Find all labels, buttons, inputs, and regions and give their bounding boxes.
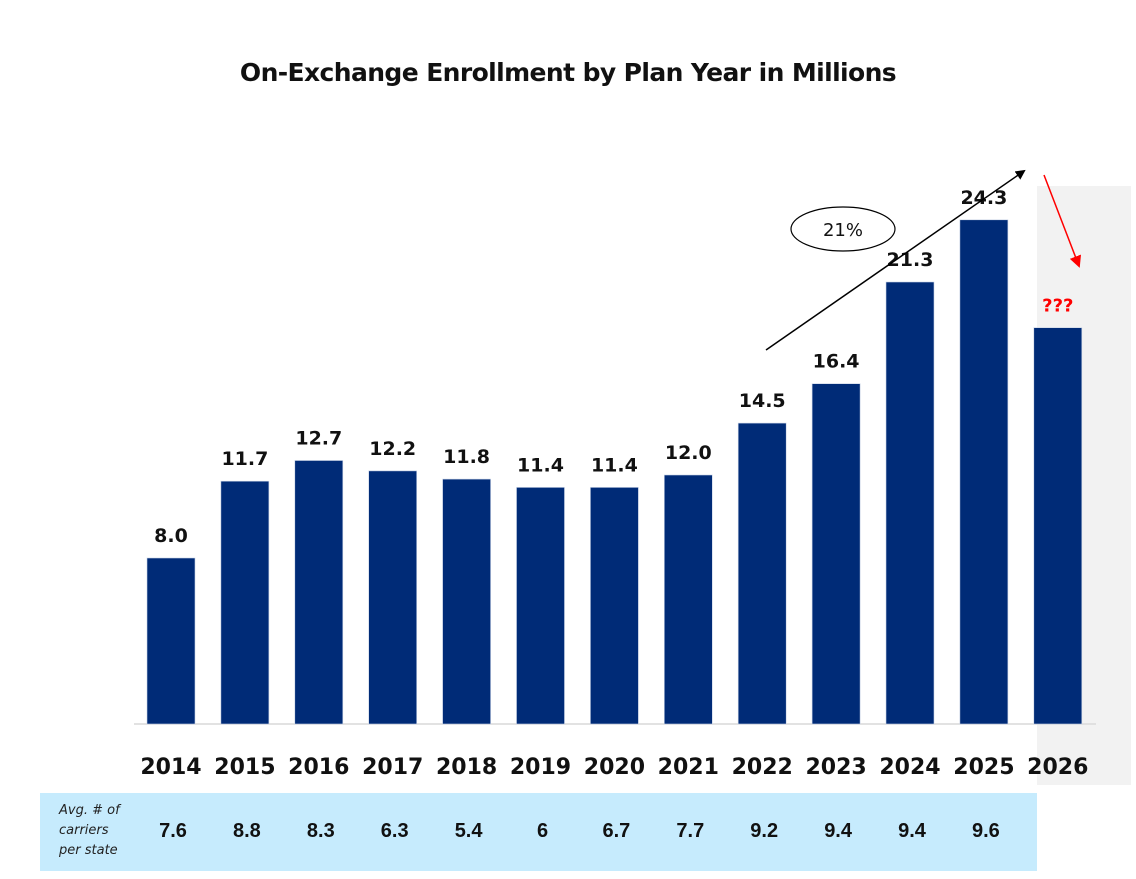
x-tick-label: 2017 <box>362 755 423 780</box>
carriers-value: 6.7 <box>602 820 631 842</box>
carriers-label-line: carriers <box>59 823 109 838</box>
bar-value-label: 11.4 <box>517 454 564 476</box>
x-tick-label: 2016 <box>288 755 349 780</box>
growth-rate-ellipse <box>790 206 896 252</box>
bar-value-label: 16.4 <box>813 351 860 373</box>
x-tick-label: 2022 <box>732 755 793 780</box>
growth-rate-label: 21% <box>823 220 863 241</box>
bar-2025 <box>959 219 1009 725</box>
bar-2015 <box>220 480 270 725</box>
bar-value-label: 11.7 <box>221 448 268 470</box>
decline-arrow <box>1043 174 1082 268</box>
carriers-label-line: Avg. # of <box>59 803 120 818</box>
carriers-value: 8.3 <box>306 820 335 842</box>
bar-2019 <box>516 487 565 725</box>
carriers-value: 7.7 <box>676 820 705 842</box>
carriers-value: 9.2 <box>750 820 779 842</box>
x-tick-label: 2026 <box>1027 755 1088 780</box>
bar-value-label: 12.7 <box>295 428 342 450</box>
carriers-label-line: per state <box>59 843 118 858</box>
bar-value-label: 12.2 <box>369 438 416 460</box>
x-tick-label: 2018 <box>436 755 497 780</box>
unknown-value-label: ??? <box>1042 296 1073 317</box>
bar-2023 <box>811 383 861 725</box>
x-tick-label: 2015 <box>214 755 275 780</box>
carriers-value: 9.4 <box>824 820 852 842</box>
bar-value-label: 21.3 <box>887 249 934 271</box>
bar-value-label: 12.0 <box>665 442 712 464</box>
x-tick-label: 2019 <box>510 755 571 780</box>
x-tick-label: 2021 <box>658 755 719 780</box>
bar-2017 <box>368 470 418 725</box>
bar-2024 <box>885 281 935 725</box>
bar-2026 <box>1033 327 1083 725</box>
bar-2020 <box>590 487 639 725</box>
growth-trend-arrow <box>765 169 1026 351</box>
carriers-value: 6.3 <box>380 820 409 842</box>
bar-value-label: 14.5 <box>739 390 786 412</box>
x-tick-label: 2024 <box>879 755 940 780</box>
bar-2021 <box>663 474 713 725</box>
x-tick-label: 2014 <box>140 755 201 780</box>
bar-value-label: 24.3 <box>960 187 1007 209</box>
x-tick-label: 2020 <box>584 755 645 780</box>
bar-2016 <box>294 460 344 725</box>
carriers-table-label: Avg. # of carriers per state <box>59 801 139 861</box>
carriers-value: 9.6 <box>971 820 1000 842</box>
carriers-value: 9.4 <box>898 820 926 842</box>
bar-2014 <box>146 557 196 725</box>
chart-title: On-Exchange Enrollment by Plan Year in M… <box>239 58 897 87</box>
bar-value-label: 11.4 <box>591 454 638 476</box>
carriers-value: 7.6 <box>159 820 187 842</box>
bar-2018 <box>442 478 491 725</box>
bar-value-label: 8.0 <box>154 525 188 547</box>
carriers-value: 6 <box>536 820 549 842</box>
bar-value-label: 11.8 <box>443 446 490 468</box>
carriers-value: 8.8 <box>232 820 261 842</box>
carriers-table: Avg. # of carriers per state 7.6 8.8 8.3 6.… <box>40 793 1037 871</box>
carriers-value: 5.4 <box>454 820 483 842</box>
x-tick-label: 2023 <box>805 755 866 780</box>
bar-2022 <box>737 422 787 725</box>
x-tick-label: 2025 <box>953 755 1014 780</box>
